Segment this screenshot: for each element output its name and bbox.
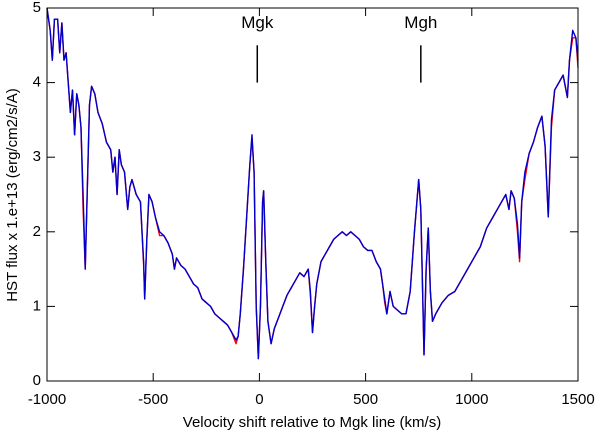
y-tick-label: 4 bbox=[33, 74, 41, 91]
x-tick-label: -1000 bbox=[28, 391, 66, 408]
x-tick-label: 1500 bbox=[561, 391, 594, 408]
x-axis-label: Velocity shift relative to Mgk line (km/… bbox=[183, 414, 441, 431]
x-tick-label: -500 bbox=[138, 391, 168, 408]
y-tick-label: 0 bbox=[33, 372, 41, 389]
y-axis-label: HST flux x 1.e+13 (erg/cm2/s/A) bbox=[4, 88, 21, 302]
annotation-label: Mgh bbox=[404, 13, 437, 32]
plot-frame bbox=[46, 7, 579, 382]
y-tick-label: 1 bbox=[33, 297, 41, 314]
x-tick-label: 0 bbox=[255, 391, 263, 408]
y-tick-label: 3 bbox=[33, 148, 41, 165]
x-tick-label: 500 bbox=[353, 391, 378, 408]
y-tick-label: 2 bbox=[33, 223, 41, 240]
x-tick-label: 1000 bbox=[455, 391, 488, 408]
spectrum-line bbox=[46, 7, 579, 360]
spectrum-line bbox=[46, 7, 579, 360]
y-tick-label: 5 bbox=[33, 0, 41, 16]
annotation-label: Mgk bbox=[241, 13, 274, 32]
